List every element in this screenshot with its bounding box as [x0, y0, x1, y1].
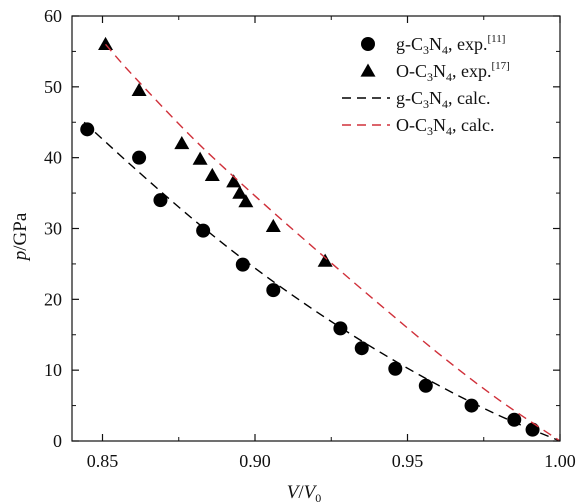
legend-label: g-C3N4, calc. [396, 88, 490, 111]
y-axis-title: p/GPa [10, 212, 31, 262]
series-0-point [333, 321, 348, 336]
series-1-point [174, 136, 190, 150]
legend-circle-marker [361, 37, 375, 51]
legend-triangle-marker [360, 63, 376, 77]
legend-label: O-C3N4, exp.[17] [396, 60, 510, 84]
series-1-point [265, 218, 281, 232]
series-1-point [232, 185, 248, 199]
legend-label: O-C3N4, calc. [396, 115, 494, 138]
y-tick-label: 20 [44, 289, 62, 309]
y-tick-label: 10 [44, 360, 62, 380]
series-1-point [98, 36, 114, 50]
series-0-point [196, 223, 211, 238]
y-tick-label: 0 [53, 431, 62, 451]
plot-area [80, 36, 561, 442]
series-0-point [266, 283, 281, 298]
series-0-point [388, 361, 403, 376]
x-tick-label: 0.95 [392, 451, 424, 471]
y-tick-label: 40 [44, 148, 62, 168]
y-tick-label: 50 [44, 77, 62, 97]
series-0-point [235, 257, 250, 272]
axes: 0.85 0.90 0.95 1.00 0 10 20 30 40 50 60 V/V0 p/GPa [10, 6, 576, 504]
series-1-point [204, 167, 220, 181]
x-axis-title: V/V0 [287, 482, 322, 504]
y-tick-label: 60 [44, 6, 62, 26]
x-tick-label: 0.90 [239, 451, 271, 471]
series-0-point [132, 150, 147, 165]
series-0-point [464, 398, 479, 413]
series-0-point [418, 378, 433, 393]
legend-label: g-C3N4, exp.[11] [396, 33, 505, 57]
series-0-point [153, 193, 168, 208]
series-1-point [131, 82, 147, 96]
legend: g-C3N4, exp.[11] O-C3N4, exp.[17] g-C3N4, … [342, 33, 510, 138]
series-1-point [192, 151, 208, 165]
series-1-point [238, 194, 254, 208]
x-tick-label: 1.00 [544, 451, 576, 471]
series-3-calc-line [105, 43, 561, 442]
series-1-point [317, 253, 333, 267]
series-1-point [226, 174, 242, 188]
series-0-point [354, 341, 369, 356]
y-tick-label: 30 [44, 219, 62, 239]
series-0-point [80, 122, 95, 137]
x-tick-label: 0.85 [87, 451, 119, 471]
